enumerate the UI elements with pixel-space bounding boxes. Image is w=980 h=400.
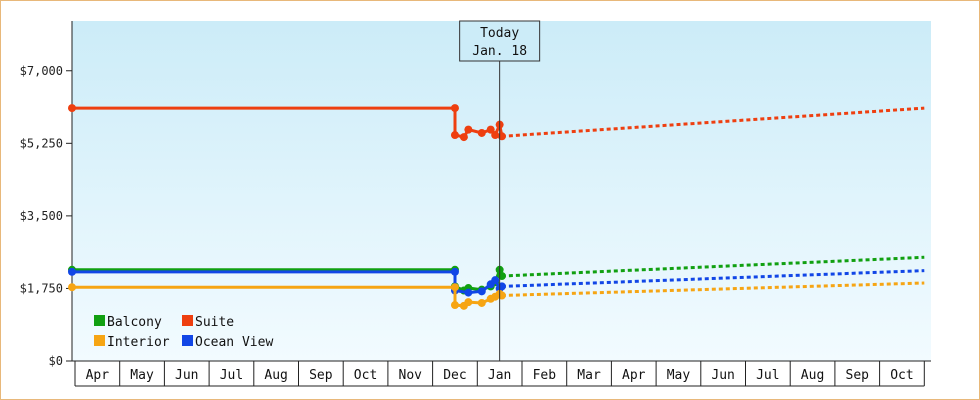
series-suite-point [491,131,500,140]
month-label: Jun [175,368,198,383]
series-ocean-start-point [68,267,76,276]
month-label: Mar [577,368,601,383]
month-label: Aug [801,368,824,383]
series-interior-point [477,298,486,307]
series-suite-point [497,132,506,141]
series-interior-start-point [68,283,76,292]
series-suite-point [450,131,459,140]
y-tick-label: $1,750 [20,281,63,295]
month-label: Feb [533,368,557,383]
series-suite-point [459,133,468,142]
legend-swatch-ocean [182,335,193,346]
month-label: Oct [354,368,377,383]
plot-area [72,21,931,361]
month-label: Dec [443,368,466,383]
series-interior-point [497,291,506,300]
month-label: Sep [846,368,870,383]
y-tick-label: $3,500 [20,209,63,223]
today-marker: Today Jan. 18 [459,20,541,361]
series-interior [68,281,925,310]
series-ocean-point [491,276,500,285]
month-label: Jul [220,368,243,383]
month-label: Aug [264,368,287,383]
month-label: Jan [488,368,511,383]
series-suite-point [450,104,459,113]
month-label: Apr [86,368,110,383]
month-label: Apr [622,368,646,383]
month-label: May [130,368,154,383]
month-label: Jul [756,368,779,383]
series-suite-point [486,125,495,134]
month-label: Oct [890,368,913,383]
legend-label-ocean: Ocean View [195,335,273,350]
series-balcony-point [497,272,506,280]
series-ocean-point [477,287,486,296]
legend-swatch-balcony [94,315,105,326]
month-label: Sep [309,368,333,383]
series-suite [68,104,925,142]
series-suite-start-point [68,104,76,113]
series-interior-point [450,301,459,310]
series-suite-history-line [75,106,504,139]
legend-label-balcony: Balcony [107,315,162,330]
series-ocean [68,267,925,297]
series-interior-forecast-line [501,281,925,297]
y-tick-label: $7,000 [20,64,63,78]
series-ocean-point [497,282,506,291]
legend: Balcony Suite Interior Ocean View [94,315,273,350]
legend-label-suite: Suite [195,315,234,330]
series-suite-point [477,128,486,137]
series-balcony-forecast-line [501,255,925,278]
legend-label-interior: Interior [107,335,170,350]
legend-swatch-interior [94,335,105,346]
series-ocean-point [464,288,473,297]
y-tick-label: $5,250 [20,136,63,150]
legend-swatch-suite [182,315,193,326]
series-suite-forecast-line [501,106,925,138]
today-date: Jan. 18 [472,44,527,59]
y-tick-label: $0 [49,354,63,368]
series-layer [68,104,925,310]
month-label: May [667,368,691,383]
series-suite-point [464,125,473,134]
series-ocean-point [450,267,459,276]
series-interior-point [450,283,459,292]
series-ocean-forecast-line [501,269,925,288]
x-axis: Apr May Jun Jul Aug Sep Oct Nov Dec Jan Feb Mar Apr M… [72,360,931,387]
today-label: Today [480,26,519,41]
y-axis: $0 $1,750 $3,500 $5,250 $7,000 [20,21,73,368]
today-box [459,20,541,62]
month-label: Nov [399,368,423,383]
month-label: Jun [711,368,734,383]
series-interior-point [464,298,473,307]
